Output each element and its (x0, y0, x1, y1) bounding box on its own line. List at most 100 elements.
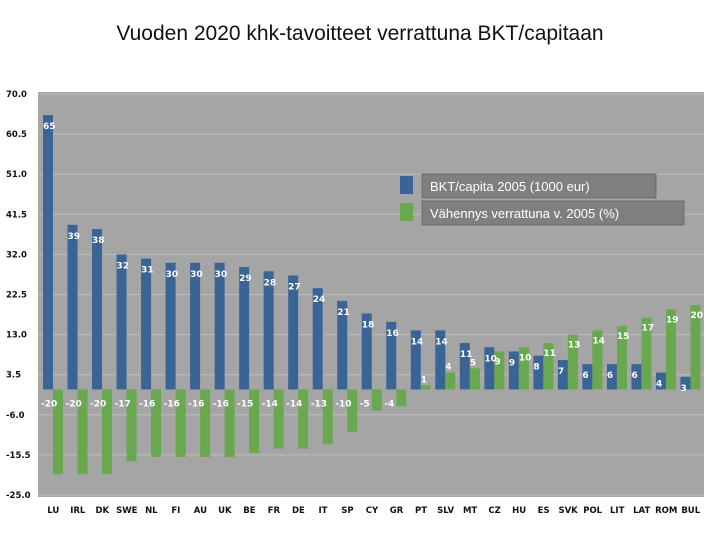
data-label-reduction: -16 (139, 399, 155, 409)
bar-reduction-swe (126, 389, 137, 462)
data-label-reduction: -16 (188, 399, 204, 409)
data-label-gdp: 31 (141, 266, 154, 276)
x-category-label: IT (318, 506, 327, 516)
data-label-reduction: 5 (470, 358, 476, 368)
x-category-label: HU (512, 506, 526, 516)
bar-gdp-pol (582, 364, 593, 390)
legend-label-box (421, 200, 685, 226)
y-axis-ticks: 70.0 60.5 51.0 41.5 32.0 22.5 13.0 3.5 -6.0 -15.5… (6, 90, 31, 501)
bar-reduction-mt (469, 368, 480, 390)
bar-reduction-it (322, 389, 333, 445)
bar-reduction-svk (567, 334, 578, 390)
bar-gdp-mt (459, 343, 470, 390)
x-category-label: SLV (437, 506, 454, 516)
data-label-gdp: 30 (166, 270, 179, 280)
bar-gdp-bul (680, 376, 691, 390)
bar-reduction-es (543, 343, 554, 390)
data-label-reduction: 15 (617, 332, 630, 342)
y-tick-label: -15.5 (6, 451, 31, 461)
data-label-reduction: -20 (90, 399, 106, 409)
data-label-gdp: 11 (460, 350, 473, 360)
bar-gdp-nl (141, 258, 152, 390)
bar-gdp-be (239, 267, 250, 390)
data-label-gdp: 65 (43, 122, 56, 132)
data-label-gdp: 30 (190, 270, 203, 280)
bar-gdp-hu (508, 351, 519, 390)
y-tick-label: 41.5 (6, 210, 27, 220)
legend-swatch (400, 176, 413, 194)
data-label-gdp: 14 (435, 337, 448, 347)
data-label-reduction: -13 (311, 399, 327, 409)
bar-reduction-pol (592, 330, 603, 390)
bar-reduction-cy (371, 389, 382, 411)
legend-swatch (400, 203, 413, 221)
data-label-reduction: 9 (494, 357, 500, 367)
data-label-reduction: -20 (41, 399, 57, 409)
bar-gdp-cy (361, 313, 372, 390)
x-category-label: MT (463, 506, 477, 516)
data-label-reduction: -5 (360, 399, 370, 409)
data-label-gdp: 6 (582, 371, 588, 381)
bar-reduction-pt (420, 385, 431, 390)
data-label-gdp: 30 (215, 270, 228, 280)
data-label-gdp: 32 (117, 261, 130, 271)
bar-gdp-de (288, 275, 299, 390)
x-category-label: LIT (610, 506, 625, 516)
x-category-label: FI (171, 506, 180, 516)
bar-gdp-svk (557, 359, 568, 390)
x-category-label: ES (538, 506, 550, 516)
data-label-gdp: 18 (362, 320, 375, 330)
bar-gdp-gr (386, 321, 397, 390)
data-label-reduction: -14 (286, 399, 302, 409)
x-category-label: AU (194, 506, 207, 516)
data-label-gdp: 21 (337, 308, 350, 318)
x-category-label: PT (415, 506, 427, 516)
x-category-label: DK (95, 506, 109, 516)
x-category-label: POL (583, 506, 602, 516)
bar-gdp-lat (631, 364, 642, 390)
data-label-reduction: 4 (445, 363, 451, 373)
bar-gdp-irl (67, 224, 78, 390)
bar-gdp-swe (116, 254, 127, 390)
bar-reduction-bul (690, 305, 701, 390)
bar-reduction-cz (494, 351, 505, 390)
data-label-gdp: 28 (264, 278, 277, 288)
legend: BKT/capita 2005 (1000 eur) Vähennys verra… (400, 173, 685, 226)
data-label-reduction: 1 (421, 375, 427, 385)
bar-reduction-dk (102, 389, 113, 474)
bar-gdp-lu (43, 115, 53, 390)
y-tick-label: -6.0 (6, 411, 25, 421)
bar-reduction-slv (445, 372, 456, 390)
data-label-gdp: 9 (509, 358, 515, 368)
data-label-reduction: 17 (641, 324, 654, 334)
data-label-reduction: -16 (213, 399, 229, 409)
bar-gdp-uk (214, 262, 225, 390)
data-label-gdp: 16 (386, 329, 399, 339)
data-label-gdp: 14 (411, 337, 424, 347)
legend-label-box (421, 173, 657, 199)
data-label-reduction: 19 (666, 315, 679, 325)
bar-reduction-irl (77, 389, 88, 474)
x-category-label: SP (341, 506, 353, 516)
x-category-label: ROM (655, 506, 677, 516)
x-category-label: DE (292, 506, 305, 516)
bar-reduction-be (249, 389, 260, 453)
bar-reduction-fr (273, 389, 284, 449)
bar-gdp-lit (606, 364, 617, 390)
data-label-reduction: 10 (519, 353, 532, 363)
data-label-reduction: -14 (262, 399, 278, 409)
bar-reduction-rom (665, 309, 676, 390)
y-tick-label: 51.0 (6, 170, 27, 180)
x-category-label: GR (390, 506, 404, 516)
bar-reduction-fi (175, 389, 186, 458)
y-tick-label: 32.0 (6, 250, 27, 260)
data-label-gdp: 38 (92, 236, 105, 246)
data-label-reduction: 14 (592, 336, 605, 346)
x-category-label: CZ (488, 506, 500, 516)
data-label-gdp: 39 (68, 232, 81, 242)
data-label-gdp: 3 (680, 384, 686, 394)
data-label-reduction: 20 (690, 311, 703, 321)
x-category-label: BE (243, 506, 255, 516)
bar-gdp-pt (410, 330, 421, 390)
bar-reduction-nl (151, 389, 162, 458)
